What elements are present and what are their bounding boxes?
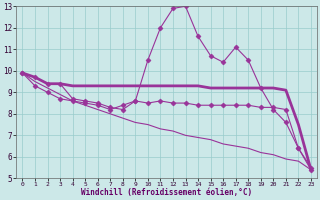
X-axis label: Windchill (Refroidissement éolien,°C): Windchill (Refroidissement éolien,°C) [81,188,252,197]
